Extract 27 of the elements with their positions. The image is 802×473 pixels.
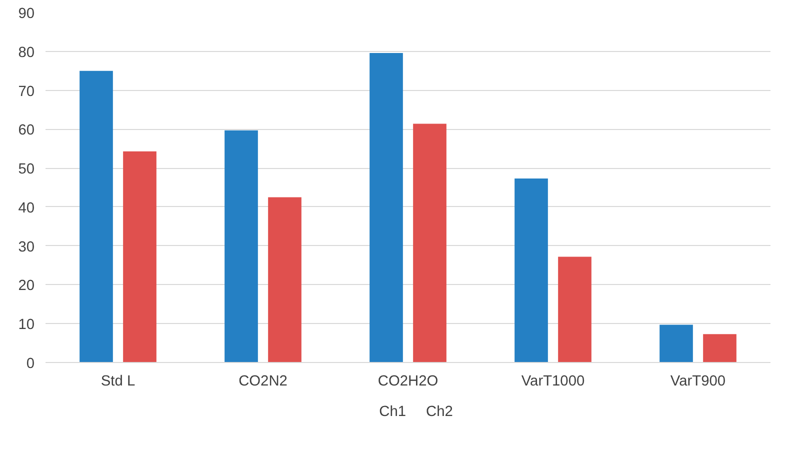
- x-tick-label: VarT900: [670, 374, 726, 390]
- x-tick-label: CO2H2O: [378, 374, 438, 390]
- x-tick-label: VarT1000: [521, 374, 585, 390]
- text: Ch1: [379, 404, 406, 420]
- bar: [268, 197, 302, 362]
- bar: [123, 151, 156, 362]
- x-tick-label: CO2N2: [238, 374, 288, 390]
- bar: [224, 130, 258, 362]
- bar: [370, 52, 403, 362]
- y-tick-label: 40: [18, 200, 35, 216]
- text: Ch2: [426, 404, 453, 420]
- bar: [80, 70, 113, 362]
- y-tick-label: 20: [18, 278, 35, 294]
- x-tick-label: Std L: [100, 374, 136, 390]
- y-tick-label: 60: [18, 122, 35, 139]
- y-tick-label: 0: [26, 356, 35, 372]
- y-tick-label: 90: [18, 6, 35, 22]
- y-tick-label: 30: [18, 239, 35, 256]
- bar: [558, 256, 592, 362]
- y-tick-label: 70: [18, 84, 35, 100]
- bar: [660, 324, 693, 362]
- bar: [413, 124, 446, 362]
- y-tick-label: 10: [18, 317, 35, 334]
- bar: [514, 178, 548, 362]
- y-tick-label: 50: [18, 162, 35, 178]
- y-tick-label: 80: [18, 44, 35, 61]
- bar: [703, 334, 736, 362]
